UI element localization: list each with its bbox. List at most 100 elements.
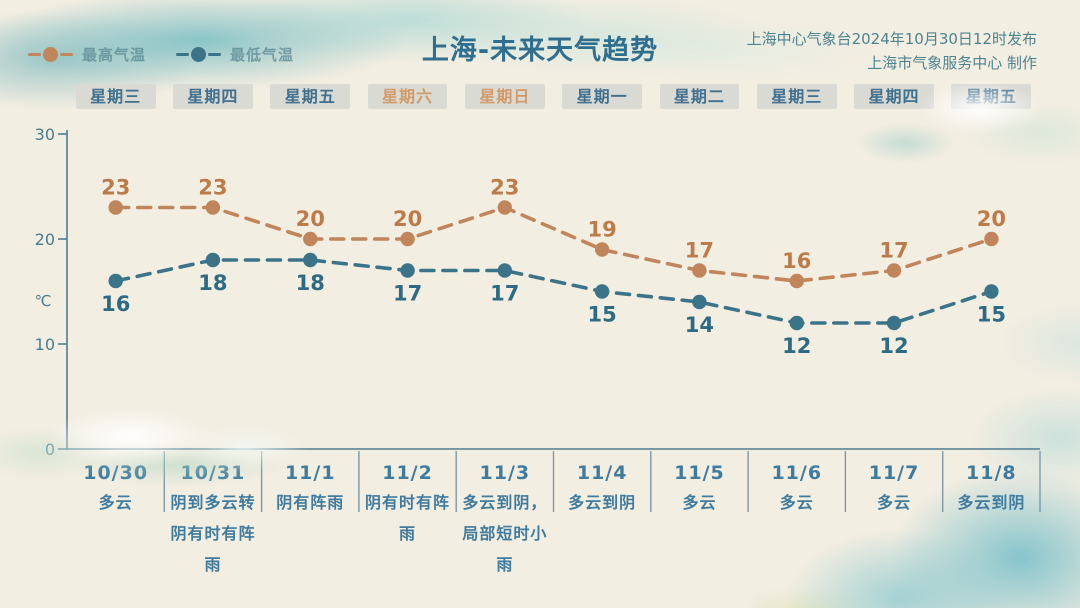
low-temp-label-2: 18 (296, 271, 325, 295)
high-temp-line (113, 205, 994, 283)
high-temp-label-8: 17 (879, 239, 908, 263)
source-info: 上海中心气象台2024年10月30日12时发布 上海市气象服务中心 制作 (747, 27, 1037, 75)
legend: 最高气温 最低气温 (28, 44, 294, 65)
high-temp-label-1: 23 (198, 176, 227, 200)
day-column-5: 11/4 多云到阴 (554, 452, 651, 580)
weekday-cell-5: 星期一 (554, 84, 651, 109)
legend-marker-high-icon (28, 47, 73, 62)
weekday-label-8: 星期四 (854, 84, 934, 109)
low-temp-point-8 (886, 315, 902, 331)
day-weather-5: 多云到阴 (568, 493, 637, 512)
high-temp-point-6 (692, 263, 707, 278)
weekday-header-row: 星期三 星期四 星期五 星期六 星期日 星期一 星期二 星期三 星期四 星期五 (67, 84, 1040, 109)
day-weather-9: 多云到阴 (957, 493, 1026, 512)
low-temp-point-9 (984, 284, 999, 299)
low-temp-point-0 (108, 273, 123, 289)
weekday-cell-3: 星期六 (359, 84, 456, 109)
weekday-label-3: 星期六 (367, 84, 448, 109)
day-weather-3: 阴有时有阵雨 (365, 493, 451, 543)
high-temp-label-9: 20 (977, 207, 1006, 231)
source-line-2: 上海市气象服务中心 制作 (867, 54, 1037, 72)
y-tick-label-30: 30 (35, 125, 55, 144)
low-temp-line (113, 258, 994, 325)
high-temp-label-4: 23 (490, 176, 519, 200)
low-temp-point-1 (205, 252, 221, 268)
high-temp-label-2: 20 (296, 207, 325, 231)
day-date-3: 11/2 (382, 462, 433, 484)
low-temp-point-7 (789, 315, 804, 331)
legend-item-low: 最低气温 (176, 44, 294, 65)
low-temp-point-5 (594, 284, 610, 299)
y-tick-label-10: 10 (35, 335, 55, 354)
low-temp-label-1: 18 (198, 271, 227, 295)
weekday-label-6: 星期二 (659, 84, 740, 109)
weekday-label-9: 星期五 (951, 84, 1032, 109)
low-temp-point-2 (303, 252, 318, 268)
high-temp-point-5 (594, 242, 610, 257)
y-axis-unit: ℃ (35, 292, 52, 310)
y-tick-label-0: 0 (45, 440, 55, 459)
weekday-label-7: 星期三 (756, 84, 837, 109)
day-column-8: 11/7 多云 (845, 452, 942, 580)
low-temp-point-4 (497, 263, 512, 278)
low-temp-label-6: 14 (685, 313, 714, 337)
legend-label-high: 最高气温 (82, 46, 147, 64)
weekday-label-0: 星期三 (75, 84, 156, 109)
high-temp-point-7 (789, 273, 804, 289)
legend-label-low: 最低气温 (230, 46, 295, 64)
weekday-cell-0: 星期三 (67, 84, 164, 109)
weekday-label-5: 星期一 (562, 84, 643, 109)
day-date-5: 11/4 (576, 462, 628, 484)
high-temp-point-4 (497, 200, 512, 215)
day-date-7: 11/6 (771, 462, 823, 484)
day-weather-2: 阴有阵雨 (276, 493, 345, 512)
days-row: 10/30 多云 10/31 阴到多云转阴有时有阵雨 11/1 阴有阵雨 11/2 阴有时有阵… (67, 452, 1040, 580)
low-temp-label-5: 15 (587, 303, 616, 327)
day-column-4: 11/3 多云到阴，局部短时小雨 (456, 452, 553, 580)
weekday-cell-6: 星期二 (651, 84, 748, 109)
legend-marker-low-icon (176, 47, 222, 62)
low-temp-label-7: 12 (782, 334, 811, 358)
day-weather-6: 多云 (682, 493, 717, 512)
day-column-1: 10/31 阴到多云转阴有时有阵雨 (164, 452, 261, 580)
day-date-8: 11/7 (868, 462, 920, 484)
high-temp-point-1 (205, 200, 221, 215)
weekday-label-1: 星期四 (173, 84, 253, 109)
weekday-cell-8: 星期四 (845, 84, 942, 109)
day-column-0: 10/30 多云 (67, 452, 164, 580)
high-temp-point-9 (984, 231, 999, 247)
weekday-label-2: 星期五 (270, 84, 351, 109)
high-temp-label-3: 20 (393, 207, 422, 231)
source-line-1: 上海中心气象台2024年10月30日12时发布 (746, 30, 1037, 48)
low-temp-point-6 (692, 294, 707, 310)
day-column-2: 11/1 阴有阵雨 (262, 452, 359, 580)
day-weather-4: 多云到阴，局部短时小雨 (462, 493, 548, 574)
day-date-6: 11/5 (674, 462, 725, 484)
high-temp-point-0 (108, 200, 123, 215)
legend-item-high: 最高气温 (28, 44, 146, 65)
day-weather-1: 阴到多云转阴有时有阵雨 (170, 493, 256, 574)
high-temp-point-3 (400, 231, 415, 247)
weekday-cell-4: 星期日 (456, 84, 553, 109)
low-temp-label-8: 12 (879, 334, 908, 358)
high-temp-label-6: 17 (685, 239, 714, 263)
day-weather-7: 多云 (779, 493, 814, 512)
weekday-label-4: 星期日 (464, 84, 545, 109)
low-temp-label-9: 15 (977, 303, 1006, 327)
day-column-9: 11/8 多云到阴 (943, 452, 1040, 580)
high-temp-label-7: 16 (782, 249, 811, 273)
day-weather-8: 多云 (877, 493, 912, 512)
y-tick-label-20: 20 (35, 230, 55, 249)
day-date-0: 10/30 (83, 462, 149, 484)
low-temp-label-3: 17 (393, 282, 422, 306)
high-temp-label-5: 19 (587, 218, 616, 242)
high-temp-point-8 (886, 263, 902, 278)
day-column-3: 11/2 阴有时有阵雨 (359, 452, 456, 580)
high-temp-point-2 (303, 231, 318, 247)
weekday-cell-9: 星期五 (943, 84, 1040, 109)
day-column-7: 11/6 多云 (748, 452, 845, 580)
day-column-6: 11/5 多云 (651, 452, 748, 580)
low-temp-label-0: 16 (101, 292, 130, 316)
day-date-2: 11/1 (284, 462, 336, 484)
day-weather-0: 多云 (98, 493, 133, 512)
